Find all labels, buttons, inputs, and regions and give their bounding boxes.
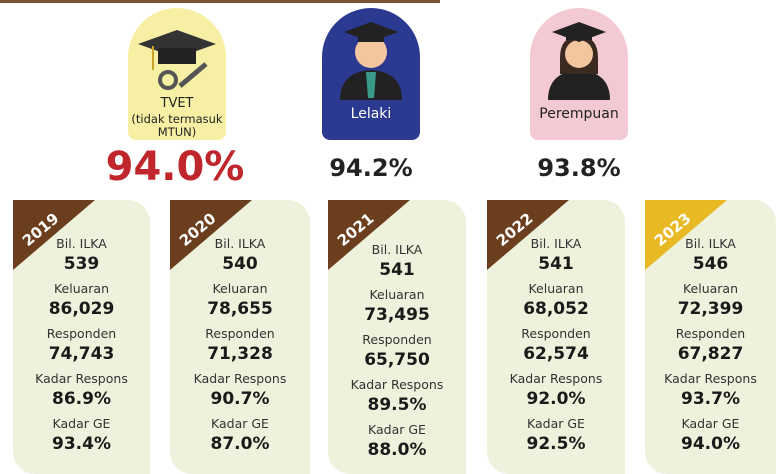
field-value: 71,328 xyxy=(207,344,273,364)
year-ribbon: 2023 xyxy=(645,200,727,270)
field-value: 546 xyxy=(692,254,729,274)
field-value: 541 xyxy=(379,260,415,280)
field-value: 86.9% xyxy=(52,389,111,409)
field-value: 92.5% xyxy=(526,434,586,454)
perempuan-badge: Perempuan xyxy=(530,8,628,140)
year-card: 2022 Bil. ILKA 541 Keluaran 68,052 Responden 6… xyxy=(487,200,625,474)
field-label: Keluaran xyxy=(212,281,268,296)
ribbon-shape xyxy=(645,200,727,270)
field-value: 541 xyxy=(538,254,574,274)
field-label: Bil. ILKA xyxy=(371,242,423,257)
field-value: 74,743 xyxy=(48,344,115,364)
field-value: 94.0% xyxy=(681,434,740,454)
field-value: 87.0% xyxy=(210,434,270,454)
ribbon-shape xyxy=(170,200,252,270)
field-label: Bil. ILKA xyxy=(685,236,736,251)
field-label: Keluaran xyxy=(369,287,425,302)
tvet-label: (tidak termasuk xyxy=(131,112,223,126)
field-label: Kadar GE xyxy=(527,416,585,431)
field-value: 540 xyxy=(222,254,258,274)
year-card: 2019 Bil. ILKA 539 Keluaran 86,029 Responden 7… xyxy=(13,200,150,474)
field-label: Responden xyxy=(675,326,746,341)
lelaki-badge: Lelaki xyxy=(322,8,420,140)
tvet-label: TVET xyxy=(160,96,194,111)
ribbon-shape xyxy=(487,200,569,270)
field-value: 92.0% xyxy=(526,389,586,409)
lelaki-label: Lelaki xyxy=(350,106,392,122)
ribbon-shape xyxy=(328,200,410,270)
perempuan-value: 93.8% xyxy=(537,154,621,182)
field-label: Responden xyxy=(362,332,432,347)
year-card: 2020 Bil. ILKA 540 Keluaran 78,655 Responden 7… xyxy=(170,200,310,474)
field-label: Kadar GE xyxy=(211,416,269,431)
field-label: Responden xyxy=(521,326,591,341)
field-label: Kadar GE xyxy=(368,422,426,437)
field-value: 65,750 xyxy=(364,350,430,370)
perempuan-label: Perempuan xyxy=(539,106,619,122)
field-label: Bil. ILKA xyxy=(56,236,107,251)
field-value: 72,399 xyxy=(677,299,744,319)
field-value: 88.0% xyxy=(367,440,427,460)
field-label: Keluaran xyxy=(53,281,110,296)
field-value: 539 xyxy=(63,254,100,274)
field-value: 93.4% xyxy=(52,434,111,454)
field-value: 90.7% xyxy=(210,389,270,409)
year-ribbon: 2022 xyxy=(487,200,569,270)
field-value: 68,052 xyxy=(523,299,589,319)
field-label: Kadar Respons xyxy=(193,371,287,386)
tvet-label: MTUN) xyxy=(157,125,197,139)
field-label: Kadar Respons xyxy=(35,371,128,386)
lelaki-value: 94.2% xyxy=(329,154,413,182)
field-label: Keluaran xyxy=(528,281,584,296)
perempuan-icon xyxy=(548,22,610,100)
field-label: Kadar Respons xyxy=(350,377,444,392)
tvet-badge: TVET (tidak termasuk MTUN) xyxy=(128,8,226,140)
lelaki-icon xyxy=(340,22,402,100)
ribbon-shape xyxy=(13,200,95,270)
year-ribbon: 2020 xyxy=(170,200,252,270)
field-value: 67,827 xyxy=(677,344,744,364)
year-ribbon: 2019 xyxy=(13,200,95,270)
year-card: 2021 Bil. ILKA 541 Keluaran 73,495 Responden 6… xyxy=(328,200,466,474)
field-label: Responden xyxy=(205,326,275,341)
field-label: Kadar GE xyxy=(52,416,111,431)
field-label: Kadar Respons xyxy=(664,371,757,386)
field-label: Kadar GE xyxy=(681,416,740,431)
year-card: 2023 Bil. ILKA 546 Keluaran 72,399 Responden 6… xyxy=(645,200,776,474)
field-value: 62,574 xyxy=(523,344,589,364)
field-label: Bil. ILKA xyxy=(530,236,582,251)
tvet-icon xyxy=(138,30,216,90)
field-value: 78,655 xyxy=(207,299,273,319)
field-value: 86,029 xyxy=(48,299,115,319)
field-label: Kadar Respons xyxy=(509,371,603,386)
field-label: Keluaran xyxy=(682,281,739,296)
field-value: 89.5% xyxy=(367,395,427,415)
field-value: 73,495 xyxy=(364,305,430,325)
field-value: 93.7% xyxy=(681,389,740,409)
tvet-value: 94.0% xyxy=(105,144,245,190)
top-rule xyxy=(0,0,440,3)
field-label: Bil. ILKA xyxy=(214,236,266,251)
year-ribbon: 2021 xyxy=(328,200,410,270)
field-label: Responden xyxy=(46,326,117,341)
